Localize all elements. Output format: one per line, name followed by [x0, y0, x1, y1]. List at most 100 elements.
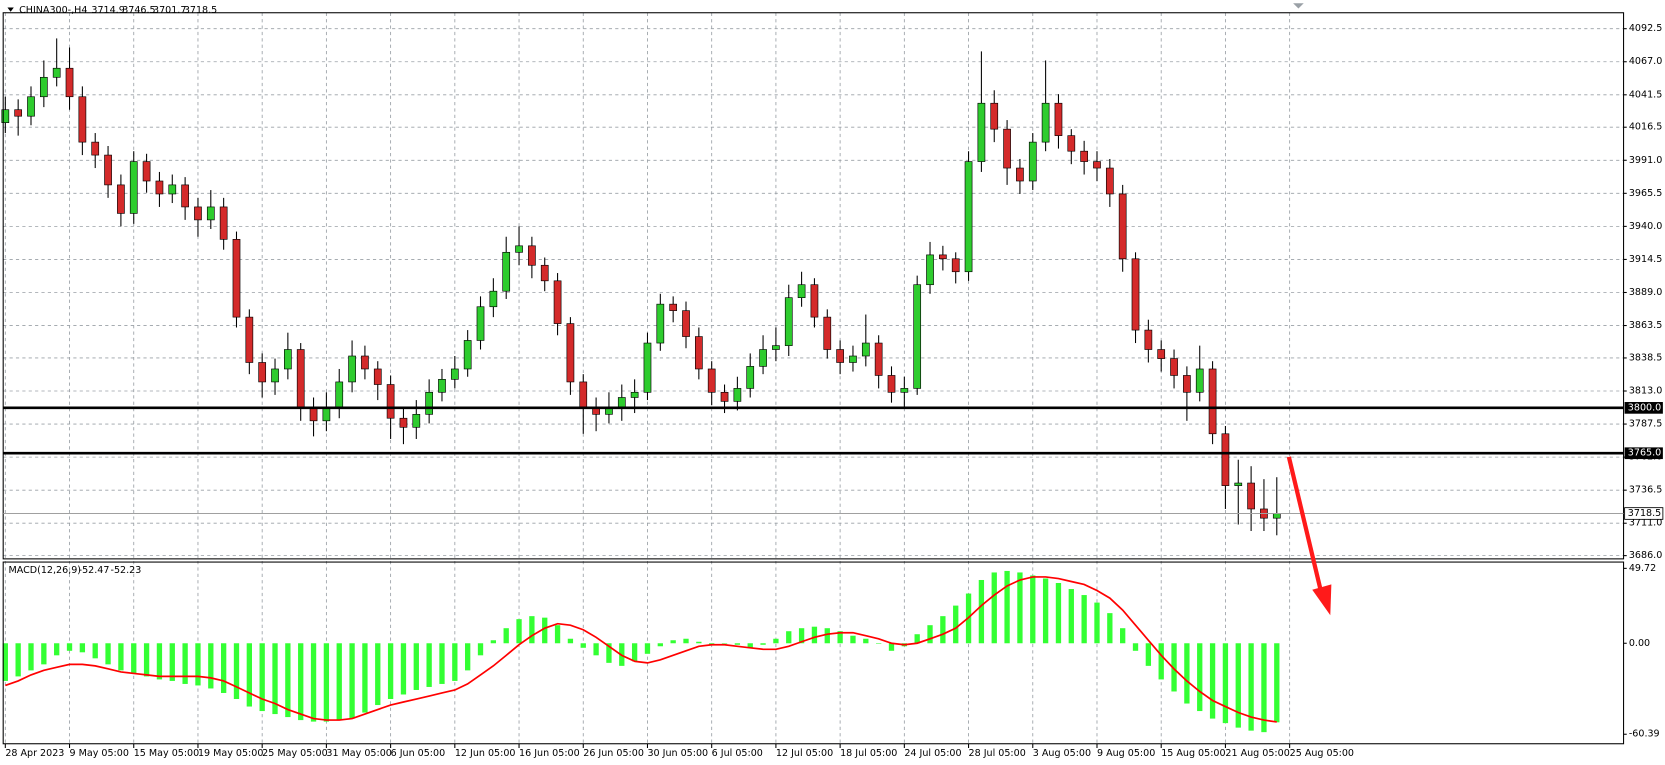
candle-body [1131, 258, 1140, 331]
macd-bar [1261, 643, 1267, 733]
signal-value: -52.23 [111, 565, 142, 576]
last-price-label: 3718.5 [1628, 508, 1661, 519]
candle-body [630, 391, 639, 398]
macd-bar [2, 643, 8, 681]
candle-body [91, 141, 100, 156]
candle-body [181, 184, 189, 208]
y-tick-label: 3863.5 [1629, 320, 1662, 331]
candle-body [1247, 482, 1255, 510]
candle-body [746, 366, 755, 389]
macd-title: MACD(12,26,9) [9, 565, 82, 576]
macd-bar [490, 640, 497, 644]
macd-bar [1197, 643, 1203, 712]
macd-bar [220, 643, 227, 693]
x-tick-label: 26 Jun 05:00 [583, 748, 644, 759]
x-tick-label: 12 Jul 05:00 [776, 748, 833, 759]
candle-body [1016, 167, 1024, 182]
candle-body [797, 284, 806, 298]
macd-bar [798, 628, 805, 644]
y-tick-label: 3686.0 [1629, 550, 1662, 561]
macd-bar [208, 643, 214, 689]
marks-layer [1, 38, 1281, 733]
candle-body [964, 161, 973, 273]
candle-body [361, 355, 369, 370]
x-tick-label: 24 Jul 05:00 [904, 748, 961, 759]
x-tick-label: 31 May 05:00 [326, 748, 391, 759]
candle-body [39, 76, 48, 98]
macd-bar [426, 643, 432, 687]
macd-bar [875, 643, 882, 644]
macd-bar [824, 628, 830, 644]
macd-bar [1248, 643, 1254, 731]
y-tick-label: 4067.0 [1629, 56, 1662, 67]
macd-bar [747, 643, 753, 648]
x-tick-label: 28 Apr 2023 [5, 748, 64, 759]
candle-body [1041, 102, 1050, 143]
macd-bar [1042, 578, 1049, 644]
macd-bar [272, 643, 278, 715]
macd-bar [259, 643, 265, 712]
macd-bar [863, 638, 869, 644]
candle-body [142, 161, 151, 182]
arrow-shaft [1286, 456, 1324, 596]
candle-body [861, 342, 870, 357]
candle-body [540, 264, 549, 282]
macd-bar [940, 616, 946, 644]
macd-bar [542, 617, 548, 644]
macd-bar [631, 643, 638, 662]
candle-body [939, 254, 947, 260]
candle-body [1003, 128, 1011, 169]
candle-body [296, 349, 305, 409]
x-tick-label: 30 Jun 05:00 [647, 748, 708, 759]
arrow-head [1312, 584, 1332, 616]
x-tick-label: 15 Aug 05:00 [1161, 748, 1225, 759]
macd-value: -52.47 [79, 565, 110, 576]
candle-body [810, 284, 819, 318]
candle-body [1157, 349, 1166, 359]
macd-bar [850, 635, 856, 644]
level-label: 3800.0 [1628, 402, 1661, 413]
symbol-title: CHINA300-,H4 [19, 5, 87, 16]
macd-bar [1145, 643, 1152, 666]
macd-bar [593, 643, 599, 656]
candle-body [489, 290, 498, 308]
ohlc-close: 3718.5 [184, 5, 217, 16]
menu-triangle[interactable] [7, 7, 14, 12]
signal-line [5, 576, 1277, 723]
macd-bar [28, 643, 34, 671]
candle-body [206, 206, 215, 221]
candle-body [643, 342, 652, 393]
candle-body [515, 245, 523, 253]
y-tick-label: 4092.5 [1629, 23, 1662, 34]
macd-bar [554, 625, 561, 644]
y-tick-label: 3736.5 [1629, 485, 1662, 496]
macd-bar [477, 643, 484, 656]
ohlc-low: 3701.7 [153, 5, 186, 16]
macd-bar [1158, 643, 1164, 680]
x-tick-label: 9 Aug 05:00 [1097, 748, 1155, 759]
x-tick-label: 19 May 05:00 [198, 748, 263, 759]
candle-body [450, 368, 459, 380]
macd-bar [837, 631, 843, 644]
macd-bar [400, 643, 407, 695]
y-tick-label: 3991.0 [1629, 155, 1662, 166]
candle-body [1234, 482, 1243, 486]
macd-y-tick-label: -60.39 [1629, 729, 1660, 740]
candle-body [990, 102, 999, 130]
x-tick-label: 16 Jun 05:00 [519, 748, 580, 759]
candle-body [1067, 135, 1076, 152]
candle-body [425, 391, 433, 415]
macd-pane-frame [2, 561, 1625, 745]
candle-body [759, 349, 767, 367]
macd-bar [169, 643, 175, 681]
candle-body [476, 306, 485, 341]
macd-header: MACD(12,26,9) -52.47 -52.23 [9, 565, 142, 576]
candle-body [1183, 375, 1191, 393]
candle-body [335, 381, 344, 409]
y-tick-label: 3940.0 [1629, 221, 1662, 232]
macd-bar [323, 643, 330, 722]
candle-body [772, 345, 780, 350]
candle-body [913, 284, 922, 389]
macd-bar [233, 643, 240, 700]
